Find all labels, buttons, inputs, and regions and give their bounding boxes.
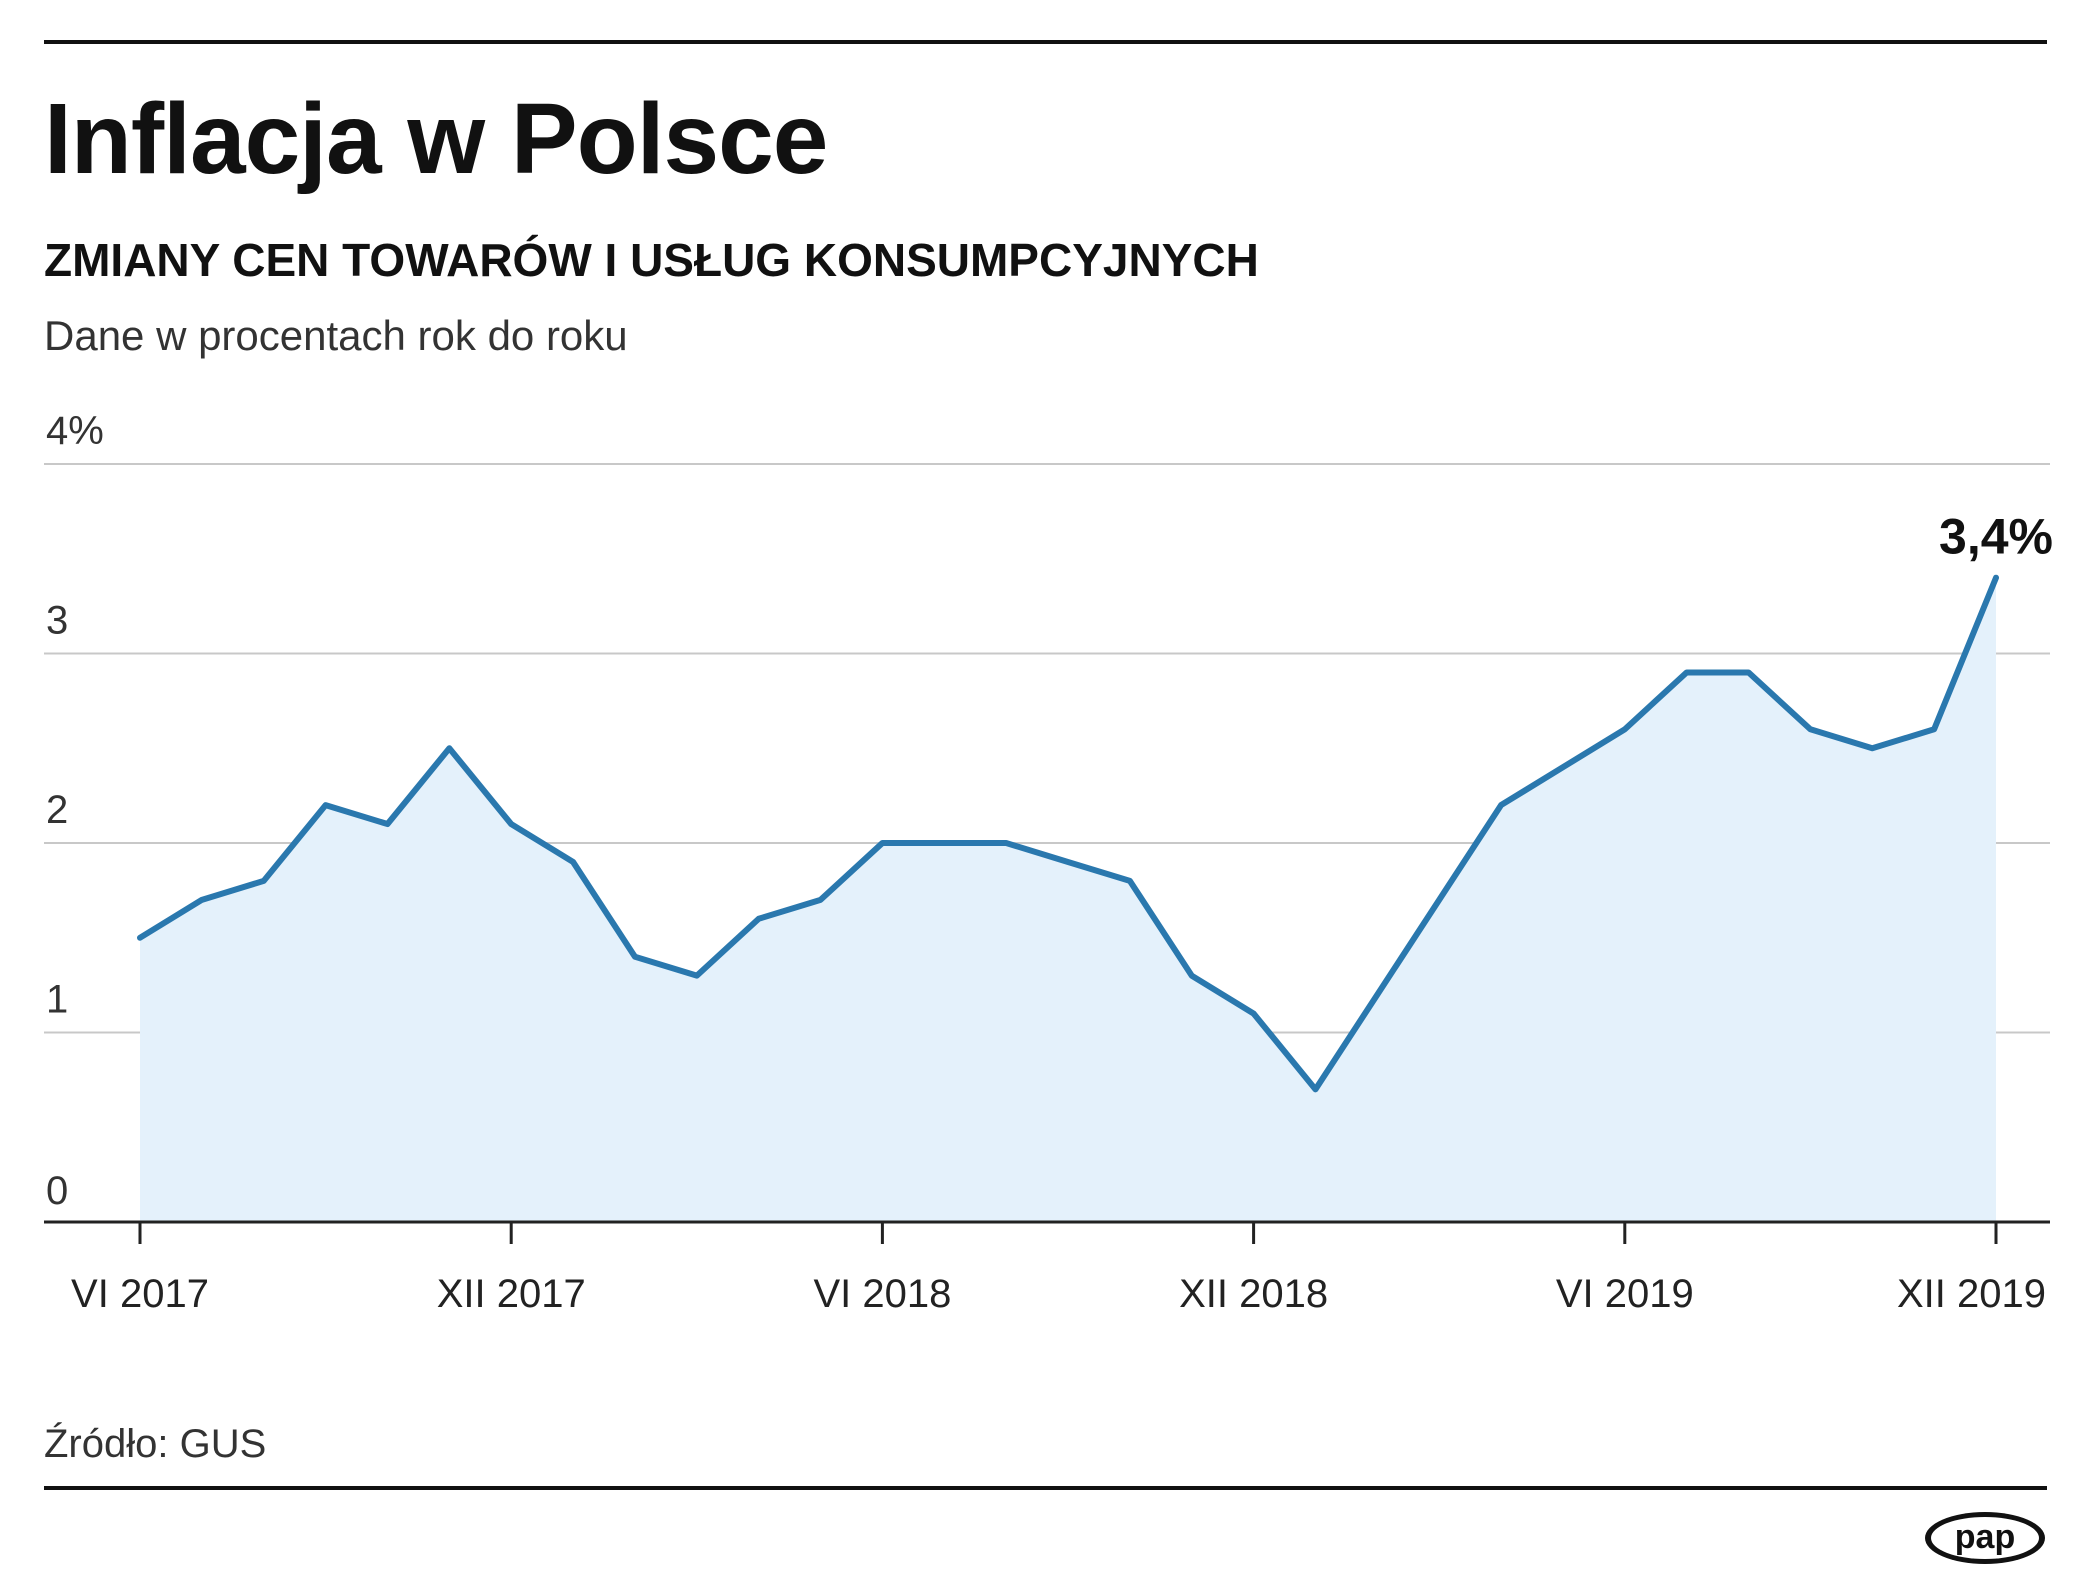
svg-text:pap: pap	[1955, 1518, 2015, 1556]
chart-title: Inflacja w Polsce	[44, 83, 828, 195]
x-axis: VI 2017 XII 2017 VI 2018 XII 2018 VI 2019 XII…	[44, 1220, 2050, 1316]
x-tick-label: VI 2017	[71, 1272, 209, 1316]
y-tick-label: 2	[46, 788, 68, 832]
value-annotation: 3,4%	[1939, 509, 2053, 565]
bottom-rule	[44, 1486, 2047, 1490]
labels-layer: 3,4%	[1939, 509, 2053, 565]
y-tick-label: 3	[46, 599, 68, 643]
top-rule	[44, 40, 2047, 44]
source-note: Źródło: GUS	[44, 1422, 267, 1466]
series-line	[137, 574, 1999, 1093]
x-tick-label: XII 2018	[1179, 1272, 1328, 1316]
y-tick-label: 4%	[46, 409, 104, 453]
x-tick-label: VI 2018	[813, 1272, 951, 1316]
area-fill	[140, 577, 1996, 1222]
x-tick-label: XII 2019	[1897, 1272, 2046, 1316]
chart-subtitle: ZMIANY CEN TOWARÓW I USŁUG KONSUMPCYJNYC…	[44, 234, 1259, 286]
x-tick-label: XII 2017	[437, 1272, 586, 1316]
y-tick-label: 0	[46, 1169, 68, 1213]
pap-logo: pap	[1925, 1512, 2045, 1564]
unit-note: Dane w procentach rok do roku	[44, 312, 628, 359]
x-tick-label: VI 2019	[1556, 1272, 1694, 1316]
y-tick-label: 1	[46, 978, 68, 1022]
